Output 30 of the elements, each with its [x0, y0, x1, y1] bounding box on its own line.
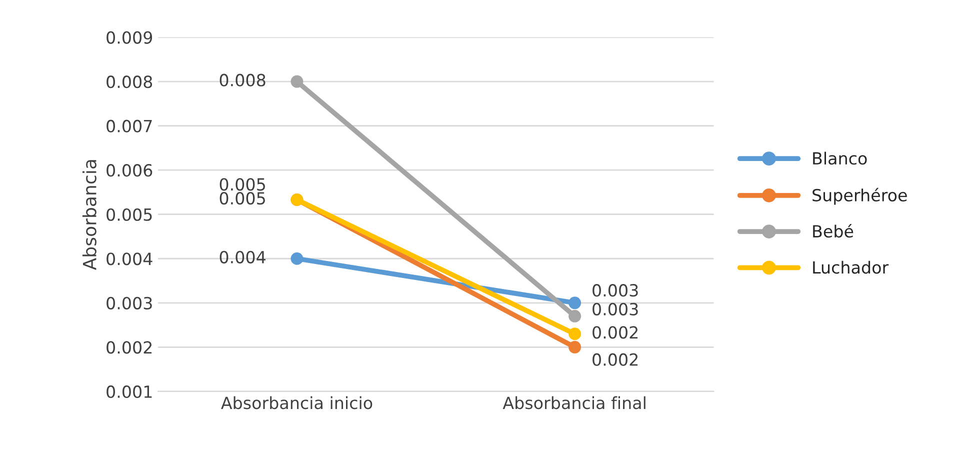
data-label: 0.005: [220, 192, 265, 205]
point: [290, 252, 304, 265]
data-label: 0.004: [220, 250, 266, 264]
data-label: 0.003: [592, 302, 638, 316]
data-label: 0.003: [592, 284, 638, 297]
x-tick-label: Absorbancia final: [502, 396, 646, 410]
y-tick-label: 0.006: [106, 164, 152, 177]
y-tick-label: 0.009: [106, 31, 152, 44]
y-axis-title: Absorbancia: [82, 160, 96, 270]
point: [568, 340, 582, 354]
legend-label: Luchador: [813, 260, 889, 274]
y-tick-label: 0.005: [106, 208, 152, 221]
y-tick-label: 0.001: [106, 385, 152, 398]
data-label: 0.005: [220, 178, 265, 191]
y-tick-label: 0.004: [106, 252, 152, 266]
y-tick-label: 0.007: [106, 120, 152, 132]
data-label: 0.002: [592, 326, 638, 339]
data-label: 0.008: [220, 74, 266, 86]
y-tick-label: 0.008: [106, 76, 152, 88]
point: [568, 310, 582, 322]
x-tick-label: Absorbancia inicio: [221, 396, 372, 410]
y-tick-label: 0.003: [106, 296, 152, 310]
legend-label: Superhéroe: [812, 188, 907, 205]
y-tick-label: 0.002: [106, 341, 152, 354]
data-label: 0.002: [592, 353, 638, 366]
legend-label: Bebé: [813, 224, 854, 238]
legend-label: Blanco: [813, 152, 867, 165]
point: [568, 328, 582, 340]
point: [290, 75, 304, 88]
point: [568, 296, 582, 310]
